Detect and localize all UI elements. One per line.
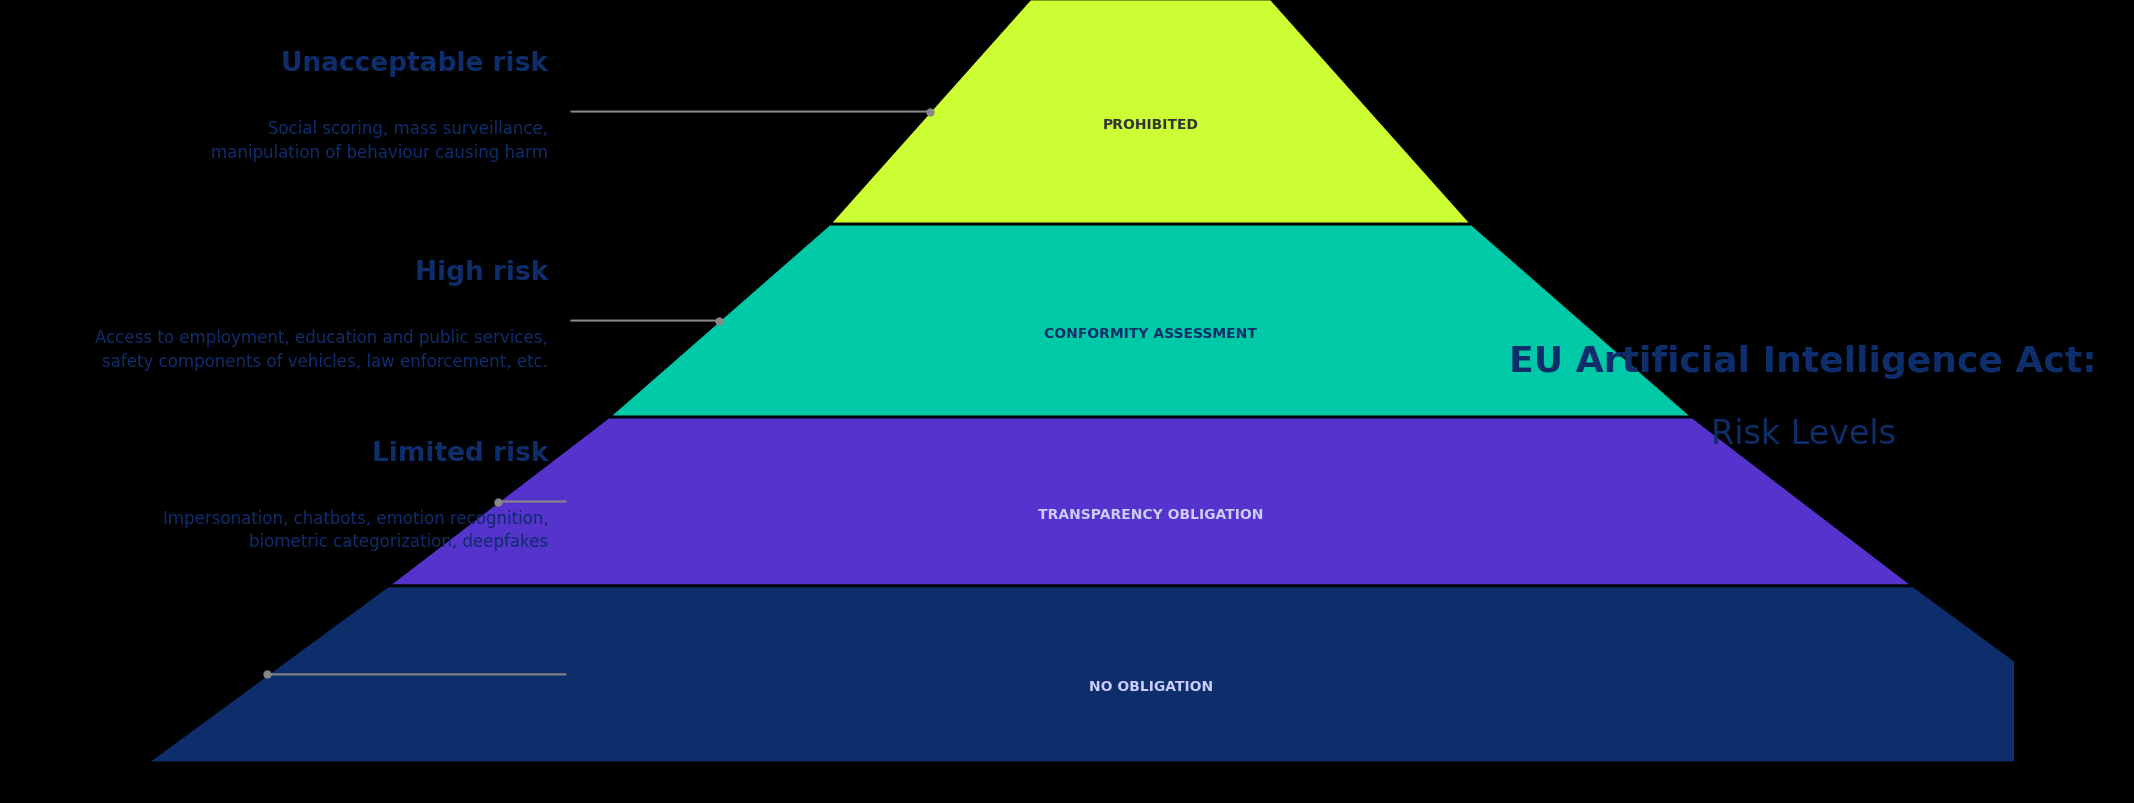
Text: High risk: High risk: [414, 260, 548, 286]
Polygon shape: [388, 418, 1914, 586]
Text: All remaining: All remaining: [440, 694, 548, 711]
Text: EU Artificial Intelligence Act:: EU Artificial Intelligence Act:: [1509, 344, 2098, 378]
Polygon shape: [608, 225, 1692, 418]
Text: TRANSPARENCY OBLIGATION: TRANSPARENCY OBLIGATION: [1037, 507, 1263, 521]
Polygon shape: [830, 0, 1472, 225]
Text: NO OBLIGATION: NO OBLIGATION: [1088, 679, 1212, 694]
Text: Unacceptable risk: Unacceptable risk: [282, 51, 548, 77]
Text: PROHIBITED: PROHIBITED: [1103, 117, 1199, 132]
Text: Minimal risk: Minimal risk: [367, 613, 548, 639]
Text: Social scoring, mass surveillance,
manipulation of behaviour causing harm: Social scoring, mass surveillance, manip…: [211, 120, 548, 161]
Text: Limited risk: Limited risk: [371, 441, 548, 467]
Text: Risk Levels: Risk Levels: [1711, 417, 1895, 450]
Text: CONFORMITY ASSESSMENT: CONFORMITY ASSESSMENT: [1044, 326, 1257, 340]
Text: Access to employment, education and public services,
safety components of vehicl: Access to employment, education and publ…: [96, 328, 548, 370]
Polygon shape: [147, 586, 2134, 763]
Text: Impersonation, chatbots, emotion recognition,
biometric categorization, deepfake: Impersonation, chatbots, emotion recogni…: [162, 509, 548, 551]
